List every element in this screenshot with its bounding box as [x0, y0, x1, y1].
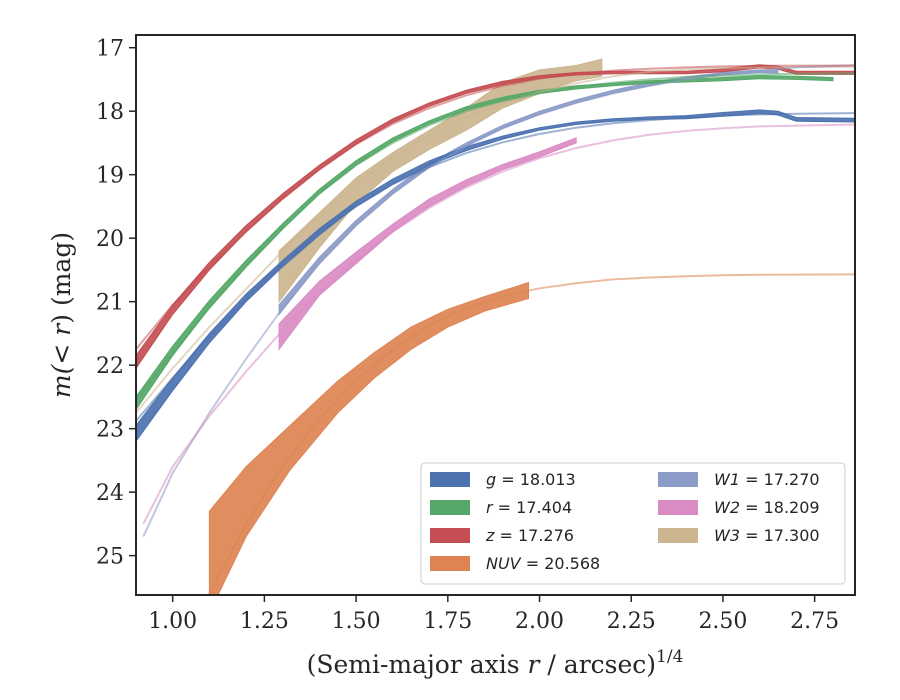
x-tick-label: 2.25 [607, 609, 656, 634]
z-model-curve [136, 64, 855, 350]
x-tick-label: 1.75 [423, 609, 472, 634]
y-tick-label: 17 [96, 37, 124, 62]
legend-swatch-r [430, 500, 470, 515]
y-axis-ticks: 17 18 19 20 21 22 23 24 25 [96, 37, 136, 570]
x-tick-label: 2.75 [790, 609, 839, 634]
legend-label-nuv: NUV = 20.568 [486, 554, 600, 573]
legend-swatch-g [430, 472, 470, 487]
legend-box [420, 462, 846, 585]
y-axis-label: m(< r) (mag) [47, 232, 76, 398]
w2-model-curve [142, 123, 855, 525]
x-tick-label: 1.00 [148, 609, 197, 634]
x-tick-label: 1.25 [240, 609, 289, 634]
x-axis-label: (Semi-major axis r / arcsec)1/4 [307, 647, 684, 679]
w3-model-curve [136, 65, 855, 414]
x-tick-label: 2.00 [515, 609, 564, 634]
model-curves [136, 64, 855, 595]
x-tick-label: 1.50 [332, 609, 381, 634]
legend-label-w2: W2 = 18.209 [714, 498, 820, 517]
legend-swatch-w3 [658, 528, 698, 543]
legend-label-w1: W1 = 17.270 [714, 470, 820, 489]
y-tick-label: 22 [96, 354, 124, 379]
y-tick-label: 24 [96, 481, 124, 506]
y-tick-label: 20 [96, 227, 124, 252]
y-tick-label: 18 [96, 100, 124, 125]
x-axis-ticks: 1.00 1.25 1.50 1.75 2.00 2.25 2.50 2.75 [148, 595, 839, 634]
legend-label-w3: W3 = 17.300 [714, 526, 820, 545]
legend-swatch-w1 [658, 472, 698, 487]
legend-swatch-nuv [430, 556, 470, 571]
legend: g = 18.013 r = 17.404 z = 17.276 NUV = 20.5… [420, 462, 846, 585]
legend-label-g: g = 18.013 [486, 470, 576, 489]
r-model-curve [136, 72, 855, 401]
nuv-profile-band [208, 281, 529, 595]
y-tick-label: 25 [96, 545, 124, 570]
nuv-model-curve [207, 273, 855, 595]
w2-profile-band [278, 137, 577, 351]
y-tick-label: 21 [96, 291, 124, 316]
legend-swatch-z [430, 528, 470, 543]
w3-profile-band [278, 58, 603, 304]
legend-swatch-w2 [658, 500, 698, 515]
legend-label-z: z = 17.276 [485, 526, 574, 545]
plot-frame [135, 34, 856, 596]
x-tick-label: 2.50 [698, 609, 747, 634]
y-tick-label: 23 [96, 418, 124, 443]
g-model-curve [136, 112, 855, 422]
y-tick-label: 19 [96, 164, 124, 189]
legend-label-r: r = 17.404 [486, 498, 572, 517]
